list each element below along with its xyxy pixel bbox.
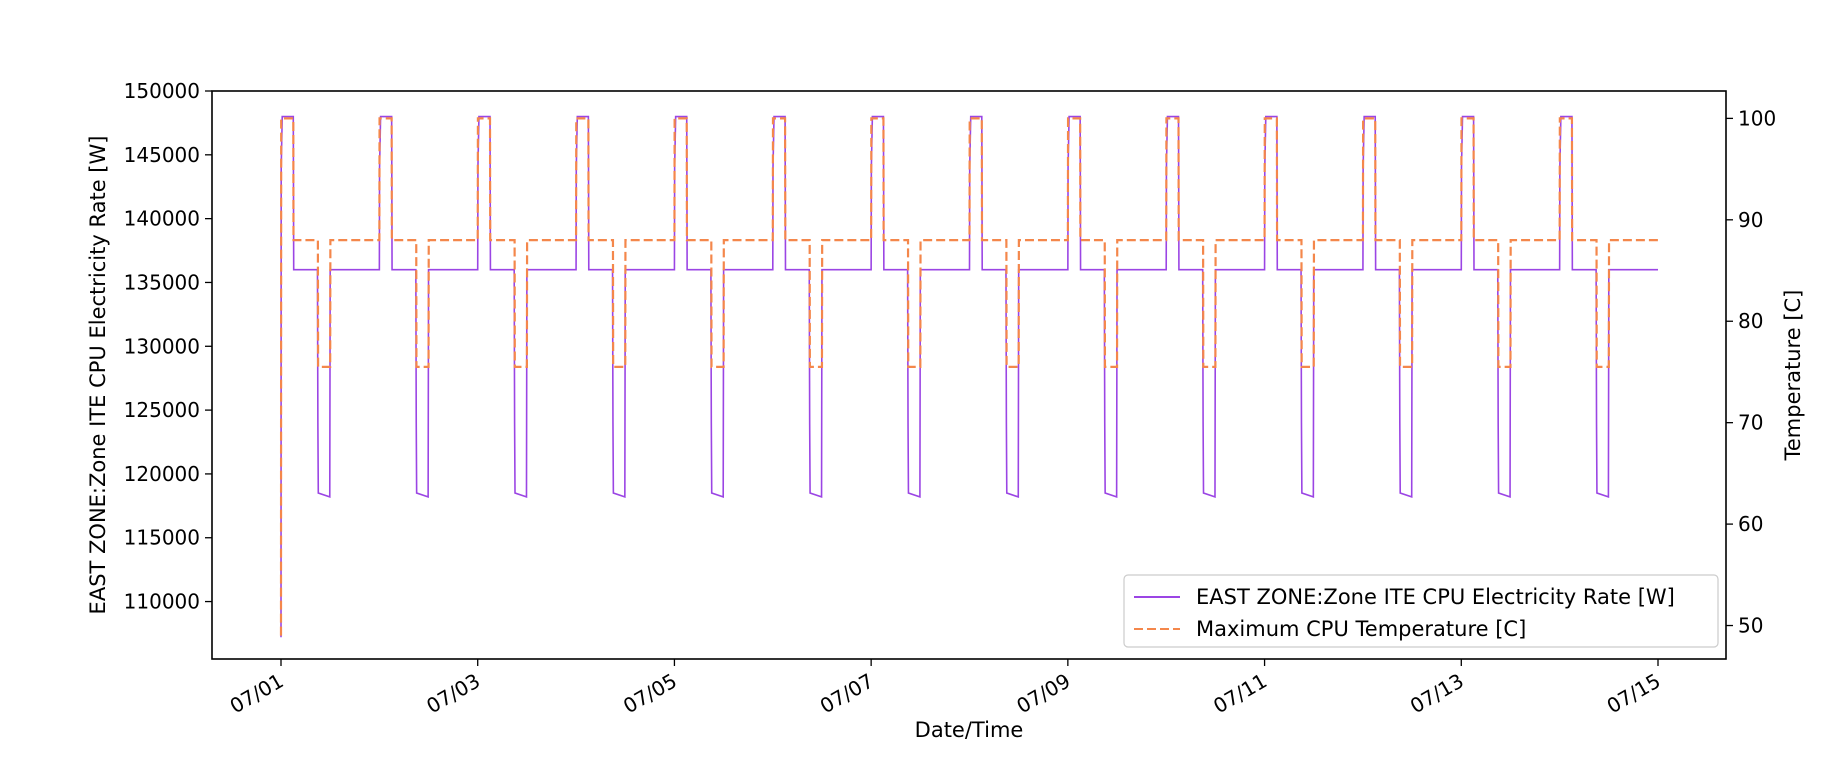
- legend-box: [1123, 574, 1719, 648]
- x-tick-label: 07/05: [619, 669, 681, 719]
- x-tick-label: 07/13: [1406, 669, 1468, 719]
- legend: EAST ZONE:Zone ITE CPU Electricity Rate …: [1123, 574, 1719, 648]
- plot-frame: [211, 90, 1727, 660]
- legend-label-cpu-power: EAST ZONE:Zone ITE CPU Electricity Rate …: [1196, 585, 1675, 609]
- left-y-tick-label: 115000: [124, 526, 200, 550]
- right-y-tick-label: 70: [1738, 411, 1763, 435]
- left-y-tick-label: 150000: [124, 79, 200, 103]
- left-y-tick-label: 145000: [124, 143, 200, 167]
- series-line-max-temp: [279, 117, 1658, 636]
- x-tick-label: 07/15: [1603, 669, 1665, 719]
- x-axis-title: Date/Time: [915, 718, 1024, 742]
- axes-layer: 110000 115000 120000 125000 130000 135000 1400…: [124, 79, 1777, 718]
- series-line-cpu-power: [280, 115, 1658, 638]
- x-tick-label: 07/09: [1012, 669, 1074, 719]
- x-tick-label: 07/11: [1209, 669, 1271, 719]
- left-y-tick-label: 110000: [124, 590, 200, 614]
- left-y-tick-label: 130000: [124, 334, 200, 358]
- right-y-tick-label: 90: [1738, 208, 1763, 232]
- left-y-tick-label: 140000: [124, 207, 200, 231]
- right-y-tick-label: 80: [1738, 309, 1763, 333]
- left-y-tick-label: 125000: [124, 398, 200, 422]
- right-y-tick-label: 50: [1738, 614, 1763, 638]
- right-y-tick-label: 100: [1738, 106, 1776, 130]
- left-y-axis-title: EAST ZONE:Zone ITE CPU Electricity Rate …: [86, 136, 110, 615]
- x-tick-label: 07/07: [816, 669, 878, 719]
- right-y-axis-title: Temperature [C]: [1781, 290, 1805, 462]
- legend-label-max-temp: Maximum CPU Temperature [C]: [1196, 617, 1526, 641]
- series-layer: [279, 115, 1658, 638]
- right-y-tick-label: 60: [1738, 512, 1763, 536]
- left-y-tick-label: 120000: [124, 462, 200, 486]
- left-y-tick-label: 135000: [124, 270, 200, 294]
- x-tick-label: 07/03: [422, 669, 484, 719]
- x-tick-label: 07/01: [226, 669, 288, 719]
